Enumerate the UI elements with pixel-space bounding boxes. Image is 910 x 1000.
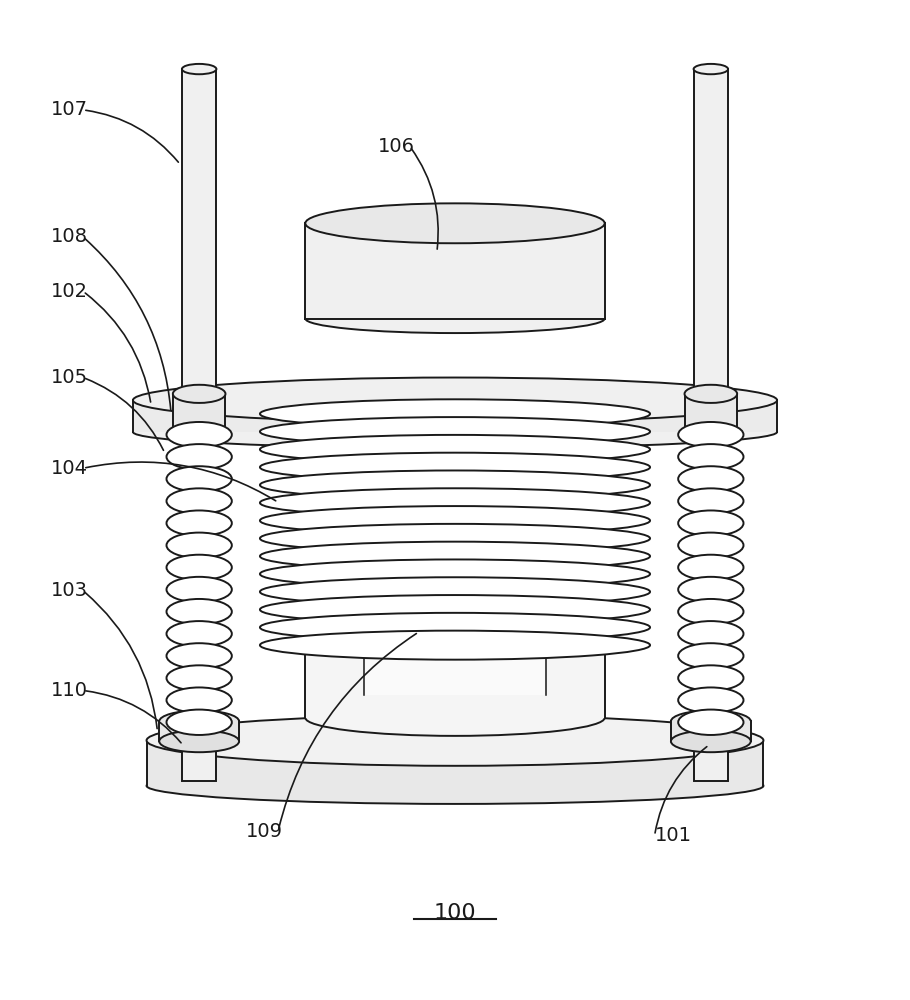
Ellipse shape bbox=[684, 385, 737, 403]
Ellipse shape bbox=[167, 665, 232, 691]
Polygon shape bbox=[133, 400, 777, 432]
Ellipse shape bbox=[147, 768, 763, 804]
Ellipse shape bbox=[260, 435, 650, 464]
Ellipse shape bbox=[693, 64, 728, 74]
Ellipse shape bbox=[678, 643, 743, 669]
Ellipse shape bbox=[306, 455, 604, 491]
Ellipse shape bbox=[260, 631, 650, 660]
Ellipse shape bbox=[260, 524, 650, 553]
Ellipse shape bbox=[167, 444, 232, 470]
Polygon shape bbox=[306, 223, 604, 319]
Bar bbox=[173, 394, 226, 432]
Ellipse shape bbox=[684, 425, 737, 439]
Ellipse shape bbox=[167, 466, 232, 492]
Ellipse shape bbox=[678, 510, 743, 536]
Ellipse shape bbox=[678, 710, 743, 735]
Text: 102: 102 bbox=[51, 282, 88, 301]
Ellipse shape bbox=[260, 613, 650, 642]
Ellipse shape bbox=[167, 599, 232, 624]
Text: 103: 103 bbox=[51, 581, 88, 600]
Ellipse shape bbox=[182, 64, 217, 74]
Ellipse shape bbox=[260, 595, 650, 624]
Text: 108: 108 bbox=[51, 227, 88, 246]
Text: 107: 107 bbox=[51, 100, 88, 119]
Ellipse shape bbox=[167, 621, 232, 646]
Ellipse shape bbox=[167, 555, 232, 580]
Bar bbox=[693, 69, 728, 400]
Ellipse shape bbox=[260, 488, 650, 517]
Ellipse shape bbox=[678, 665, 743, 691]
Ellipse shape bbox=[678, 533, 743, 558]
Text: 101: 101 bbox=[654, 826, 692, 845]
Ellipse shape bbox=[671, 710, 751, 732]
Ellipse shape bbox=[260, 542, 650, 571]
Ellipse shape bbox=[133, 378, 777, 423]
Ellipse shape bbox=[260, 453, 650, 482]
Ellipse shape bbox=[671, 730, 751, 752]
Ellipse shape bbox=[678, 444, 743, 470]
Ellipse shape bbox=[173, 425, 226, 439]
Bar bbox=[684, 394, 737, 432]
Ellipse shape bbox=[306, 700, 604, 736]
Text: 104: 104 bbox=[51, 459, 88, 478]
Ellipse shape bbox=[173, 385, 226, 403]
Ellipse shape bbox=[167, 643, 232, 669]
Ellipse shape bbox=[678, 599, 743, 624]
Text: 106: 106 bbox=[378, 137, 415, 156]
Text: 109: 109 bbox=[247, 822, 283, 841]
Ellipse shape bbox=[159, 710, 239, 732]
Ellipse shape bbox=[260, 559, 650, 588]
Text: 100: 100 bbox=[434, 903, 476, 923]
Ellipse shape bbox=[159, 730, 239, 752]
Ellipse shape bbox=[167, 510, 232, 536]
Text: 110: 110 bbox=[51, 681, 88, 700]
Ellipse shape bbox=[260, 506, 650, 535]
Ellipse shape bbox=[167, 577, 232, 602]
Polygon shape bbox=[364, 473, 546, 695]
Polygon shape bbox=[147, 740, 763, 786]
Polygon shape bbox=[159, 721, 239, 741]
Ellipse shape bbox=[167, 710, 232, 735]
Ellipse shape bbox=[167, 533, 232, 558]
Ellipse shape bbox=[260, 417, 650, 446]
Ellipse shape bbox=[678, 488, 743, 514]
Ellipse shape bbox=[167, 488, 232, 514]
Bar bbox=[182, 69, 217, 400]
Ellipse shape bbox=[133, 416, 777, 448]
Ellipse shape bbox=[306, 203, 604, 243]
Ellipse shape bbox=[678, 577, 743, 602]
Ellipse shape bbox=[260, 470, 650, 500]
Ellipse shape bbox=[260, 399, 650, 428]
Ellipse shape bbox=[167, 422, 232, 447]
Ellipse shape bbox=[167, 687, 232, 713]
Ellipse shape bbox=[678, 621, 743, 646]
Ellipse shape bbox=[678, 687, 743, 713]
Ellipse shape bbox=[678, 422, 743, 447]
Text: 105: 105 bbox=[51, 368, 88, 387]
Ellipse shape bbox=[306, 304, 604, 333]
Ellipse shape bbox=[260, 577, 650, 606]
Polygon shape bbox=[671, 721, 751, 741]
Polygon shape bbox=[306, 473, 604, 718]
Bar bbox=[693, 432, 728, 781]
Ellipse shape bbox=[147, 715, 763, 766]
Ellipse shape bbox=[678, 466, 743, 492]
Bar bbox=[182, 432, 217, 781]
Ellipse shape bbox=[678, 555, 743, 580]
